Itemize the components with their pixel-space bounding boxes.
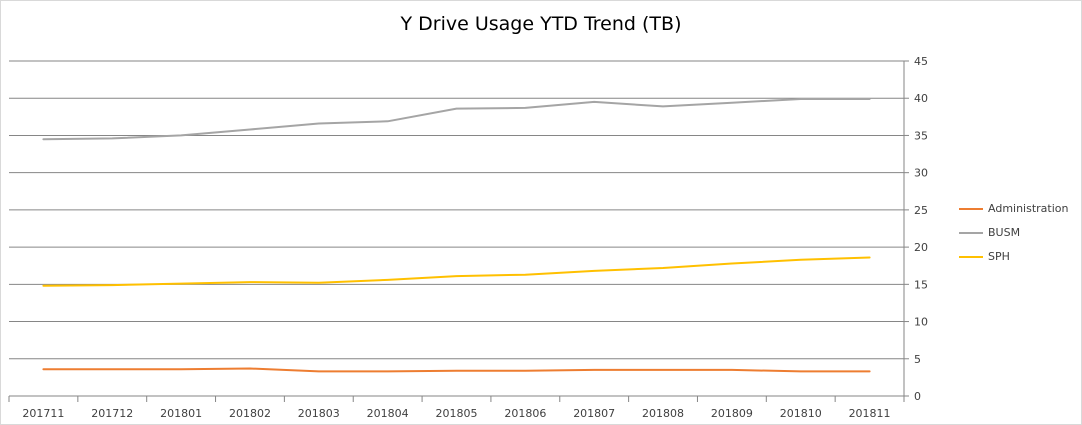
y-tick-label: 25 bbox=[914, 204, 928, 217]
legend-label: SPH bbox=[988, 250, 1010, 263]
y-tick-label: 20 bbox=[914, 241, 928, 254]
chart-title: Y Drive Usage YTD Trend (TB) bbox=[400, 13, 682, 35]
legend-item-sph: SPH bbox=[959, 250, 1079, 274]
x-tick-label: 201805 bbox=[436, 407, 478, 420]
y-tick-label: 15 bbox=[914, 278, 928, 291]
series-line-administration bbox=[42, 367, 871, 373]
legend-label: Administration bbox=[988, 202, 1069, 215]
gridlines bbox=[9, 60, 904, 360]
y-tick-label: 45 bbox=[914, 55, 928, 68]
legend: Administration BUSM SPH bbox=[959, 202, 1079, 274]
x-tick-label: 201802 bbox=[229, 407, 271, 420]
legend-label: BUSM bbox=[988, 226, 1021, 239]
y-tick-label: 5 bbox=[914, 353, 921, 366]
x-tick-label: 201711 bbox=[22, 407, 64, 420]
series-lines bbox=[42, 98, 871, 373]
series-line-busm bbox=[42, 98, 871, 141]
legend-item-administration: Administration bbox=[959, 202, 1079, 226]
y-tick-label: 30 bbox=[914, 167, 928, 180]
y-axis: 0 5 10 15 20 25 30 35 40 45 bbox=[903, 55, 928, 403]
x-tick-label: 201807 bbox=[573, 407, 615, 420]
series-line-sph bbox=[42, 256, 871, 287]
legend-swatch bbox=[959, 232, 983, 234]
x-tick-labels: 201711 201712 201801 201802 201803 201804 2018… bbox=[22, 407, 890, 420]
x-tick-label: 201810 bbox=[780, 407, 822, 420]
x-tick-label: 201808 bbox=[642, 407, 684, 420]
x-tick-label: 201811 bbox=[849, 407, 891, 420]
x-tick-label: 201712 bbox=[91, 407, 133, 420]
legend-swatch bbox=[959, 208, 983, 210]
legend-swatch bbox=[959, 256, 983, 258]
x-tick-label: 201801 bbox=[160, 407, 202, 420]
x-axis bbox=[8, 395, 909, 402]
y-tick-label: 10 bbox=[914, 316, 928, 329]
legend-item-busm: BUSM bbox=[959, 226, 1079, 250]
y-tick-label: 0 bbox=[914, 390, 921, 403]
x-tick-label: 201809 bbox=[711, 407, 753, 420]
x-tick-label: 201803 bbox=[298, 407, 340, 420]
y-tick-label: 35 bbox=[914, 129, 928, 142]
y-tick-label: 40 bbox=[914, 92, 928, 105]
x-tick-label: 201806 bbox=[504, 407, 546, 420]
x-tick-label: 201804 bbox=[367, 407, 409, 420]
